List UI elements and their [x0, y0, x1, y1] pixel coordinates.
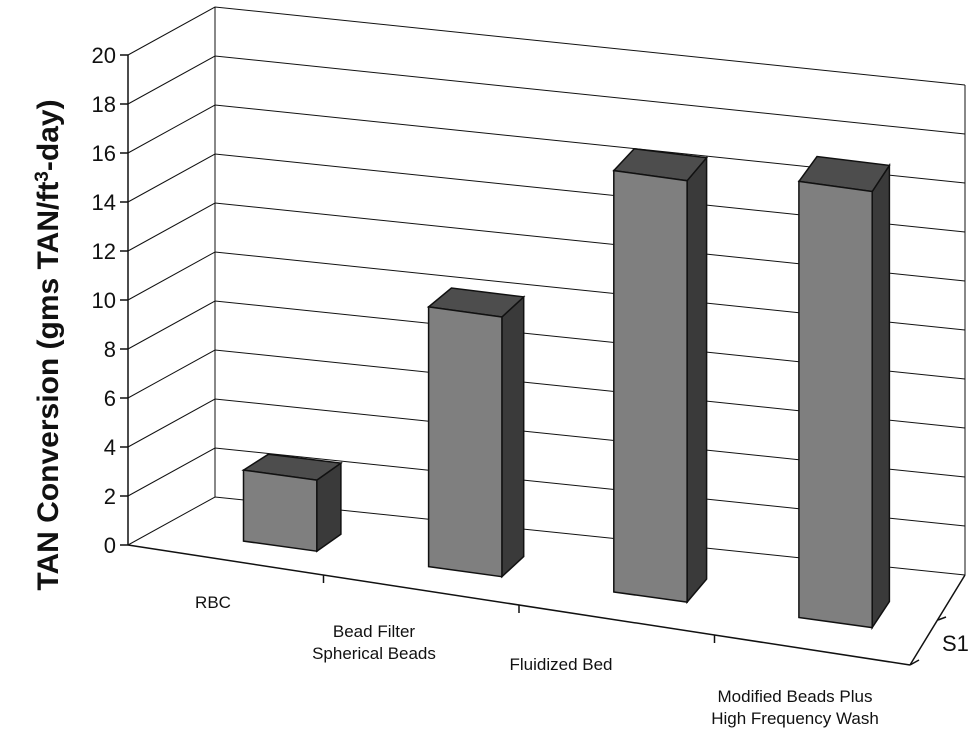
bar-front-face [427, 306, 503, 578]
gridline-4 [127, 398, 966, 478]
x-category-label-line: Modified Beads Plus [718, 687, 873, 706]
gridline-10 [127, 251, 966, 331]
y-axis-title-suffix: -day) [32, 99, 65, 171]
bar-front-face [242, 469, 318, 553]
depth-tick-series [937, 616, 947, 621]
chart-floor [127, 544, 966, 666]
bar-1 [241, 453, 343, 553]
gridline-20 [127, 6, 966, 86]
y-tick-label: 18 [92, 92, 116, 117]
bar-2 [426, 287, 526, 579]
gridline-14 [127, 153, 966, 233]
y-axis-title: TAN Conversion (gms TAN/ft3-day) [32, 99, 65, 590]
gridline-0 [127, 496, 966, 576]
x-category-label: Bead Filter Spherical Beads [312, 622, 436, 663]
y-tick-label: 12 [92, 239, 116, 264]
y-tick-label: 16 [92, 141, 116, 166]
x-category-label-line: Spherical Beads [312, 644, 436, 663]
gridline-12 [127, 202, 966, 282]
x-category-label: Fluidized Bed [509, 655, 612, 674]
y-axis-title-superscript: 3 [32, 171, 53, 182]
x-category-label-line: Bead Filter [333, 622, 416, 641]
y-tick-labels: 0 2 4 6 8 10 12 14 16 18 20 [92, 43, 116, 558]
y-tick-label: 4 [104, 435, 116, 460]
gridline-18 [127, 55, 966, 135]
x-category-label: RBC [195, 593, 231, 612]
bar-side-face [871, 162, 891, 631]
gridlines [120, 6, 966, 576]
bar-side-face [501, 295, 525, 579]
bar-4 [797, 155, 891, 631]
bar-side-face [686, 155, 708, 605]
y-tick-label: 8 [104, 337, 116, 362]
series-label: S1 [942, 631, 969, 656]
depth-tick-front [909, 659, 920, 666]
bar-front-face [798, 180, 873, 629]
y-tick-label: 20 [92, 43, 116, 68]
y-tick-label: 6 [104, 386, 116, 411]
y-tick-label: 10 [92, 288, 116, 313]
gridline-8 [127, 300, 966, 380]
x-category-label: Modified Beads Plus High Frequency Wash [711, 687, 879, 728]
gridline-6 [127, 349, 966, 429]
y-tick-label: 14 [92, 190, 116, 215]
x-category-label-line: Fluidized Bed [509, 655, 612, 674]
bar-3 [612, 148, 709, 605]
x-category-labels: RBC Bead Filter Spherical Beads Fluidized B… [195, 593, 879, 728]
x-category-label-line: RBC [195, 593, 231, 612]
gridline-16 [127, 104, 966, 184]
gridline-2 [127, 447, 966, 527]
depth-axis-line [909, 574, 966, 666]
y-tick-label: 2 [104, 484, 116, 509]
bar-front-face [613, 169, 688, 603]
y-axis-title-prefix: TAN Conversion (gms TAN/ft [32, 182, 65, 591]
y-tick-label: 0 [104, 533, 116, 558]
x-category-label-line: High Frequency Wash [711, 709, 879, 728]
bars [241, 148, 891, 631]
